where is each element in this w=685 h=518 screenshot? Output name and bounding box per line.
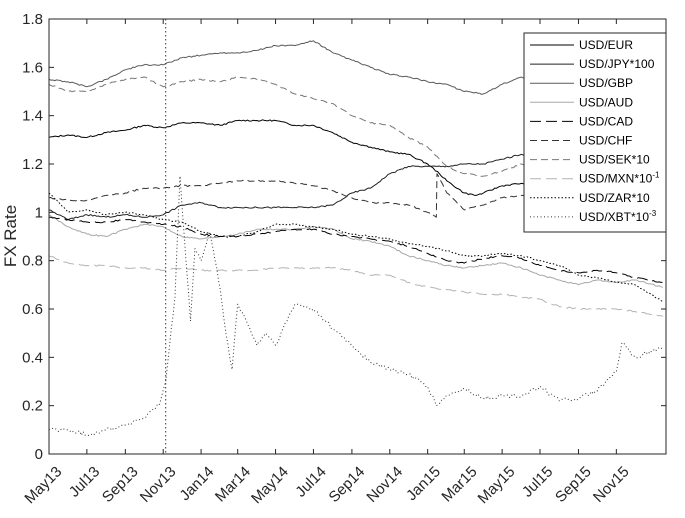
y-tick-label: 1.8 [22,11,43,28]
series-line-usd-mxn-10-1 [48,255,664,317]
y-axis-label: FX Rate [1,205,20,267]
x-tick-label: May14 [248,463,292,507]
x-tick-label: May13 [21,463,65,507]
plot-frame [48,18,667,455]
x-tick-label: Jul14 [292,463,329,500]
x-tick-label: Mar15 [438,463,480,505]
legend-label: USD/CAD [579,114,633,128]
y-tick-label: 0.8 [22,253,43,270]
x-tick-label: Jan14 [176,463,217,504]
x-tick-label: Jul15 [519,463,556,500]
x-tick-label: Mar14 [212,463,254,505]
legend-label: USD/MXN*10-1 [579,171,660,186]
x-tick-label: Sep14 [326,463,369,506]
y-tick-label: 1.4 [22,108,43,125]
legend-label: USD/EUR [579,38,633,52]
series-line-usd-aud [48,214,664,288]
x-tick-label: Nov15 [590,463,633,506]
legend-label: USD/ZAR*10 [579,191,650,205]
series-line-usd-xbt-10-3 [48,175,664,436]
y-tick-label: 0 [35,446,43,463]
series-line-usd-sek-10 [48,76,664,184]
x-tick-label: Jul13 [66,463,103,500]
x-tick-label: Jan15 [403,463,444,504]
x-tick-label: May15 [475,463,519,507]
legend-label: USD/GBP [579,76,633,90]
y-tick-label: 1 [35,204,43,221]
x-tick-label: Sep13 [99,463,142,506]
legend-label: USD/SEK*10 [579,153,650,167]
x-tick-label: Nov14 [363,463,406,506]
y-tick-label: 0.4 [22,349,43,366]
y-tick-label: 0.2 [22,398,43,415]
legend-label: USD/JPY*100 [579,57,655,71]
series-line-usd-cad [49,216,663,283]
y-axis: 0 0.2 0.4 0.6 0.8 1 1.2 1.4 1.6 1.8 [22,11,666,463]
legend: USD/EUR USD/JPY*100 USD/GBP USD/AUD USD/CAD U… [523,32,667,233]
legend-label: USD/XBT*10-3 [579,209,657,224]
legend-box [523,32,667,233]
y-tick-label: 1.2 [22,156,43,173]
x-tick-label: Nov13 [137,463,180,506]
x-tick-label: Sep15 [552,463,595,506]
y-tick-label: 1.6 [22,59,43,76]
y-tick-label: 0.6 [22,301,43,318]
legend-label: USD/CHF [579,134,632,148]
legend-label: USD/AUD [579,95,633,109]
